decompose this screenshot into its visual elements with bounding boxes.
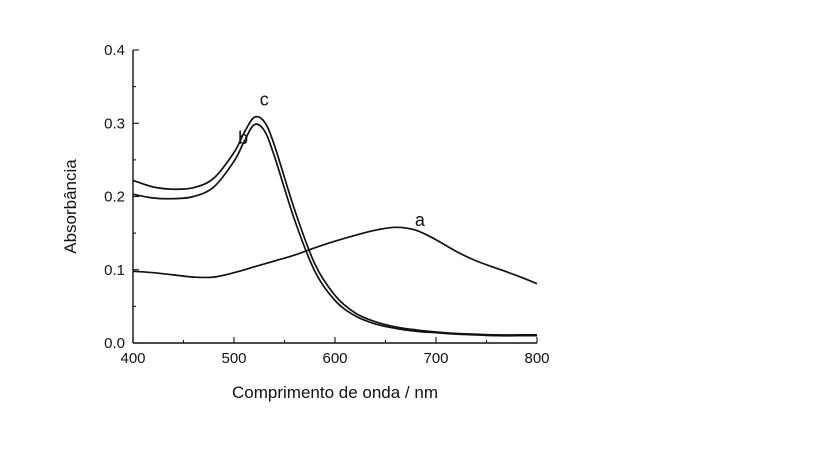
- x-tick-label: 800: [524, 350, 549, 367]
- y-axis-title: Absorbância: [61, 159, 80, 254]
- series-label-a: a: [415, 210, 426, 230]
- y-tick-label: 0.4: [104, 42, 125, 59]
- series-line-a: [132, 226, 538, 285]
- y-tick-label: 0.2: [104, 189, 125, 206]
- axes: 400 500 600 700 800 0.0 0.1 0.2 0.3 0.4: [104, 42, 549, 367]
- x-tick-label: 600: [322, 350, 347, 367]
- y-tick-label: 0.1: [104, 262, 125, 279]
- series-label-b: b: [238, 128, 248, 148]
- series-labels: a bc: [238, 90, 426, 230]
- x-tick-label: 500: [221, 350, 246, 367]
- series-line-c: [132, 115, 537, 336]
- x-tick-label: 700: [423, 350, 448, 367]
- x-axis-title: Comprimento de onda / nm: [232, 383, 438, 402]
- series-label-c: c: [260, 90, 269, 110]
- y-tick-label: 0.3: [104, 115, 125, 132]
- series-lines: [132, 115, 538, 337]
- series-line-b: [132, 123, 537, 337]
- y-tick-label: 0.0: [104, 335, 125, 352]
- x-tick-label: 400: [120, 350, 145, 367]
